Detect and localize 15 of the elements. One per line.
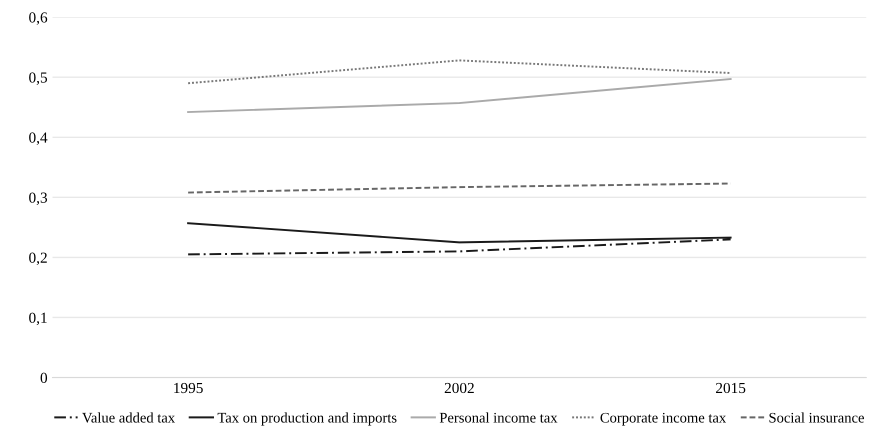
legend-label: Social insurance	[769, 412, 864, 423]
legend-label: Corporate income tax	[600, 412, 726, 426]
y-tick-label: 0,5	[29, 72, 48, 85]
y-tick-label: 0,2	[29, 252, 47, 266]
x-tick-label: 2002	[444, 382, 474, 394]
x-tick-label: 2015	[716, 382, 746, 394]
legend-label: Tax on production and imports	[218, 412, 396, 426]
y-tick-label: 0,1	[29, 312, 47, 326]
y-tick-label: 0,3	[29, 192, 48, 205]
legend-label: Value added tax	[82, 412, 175, 423]
y-tick-label: 0,6	[29, 12, 48, 25]
x-tick-label: 1995	[174, 382, 203, 394]
legend-label: Personal income tax	[440, 412, 558, 423]
y-tick-label: 0	[40, 372, 48, 383]
y-tick-label: 0,4	[29, 132, 48, 145]
